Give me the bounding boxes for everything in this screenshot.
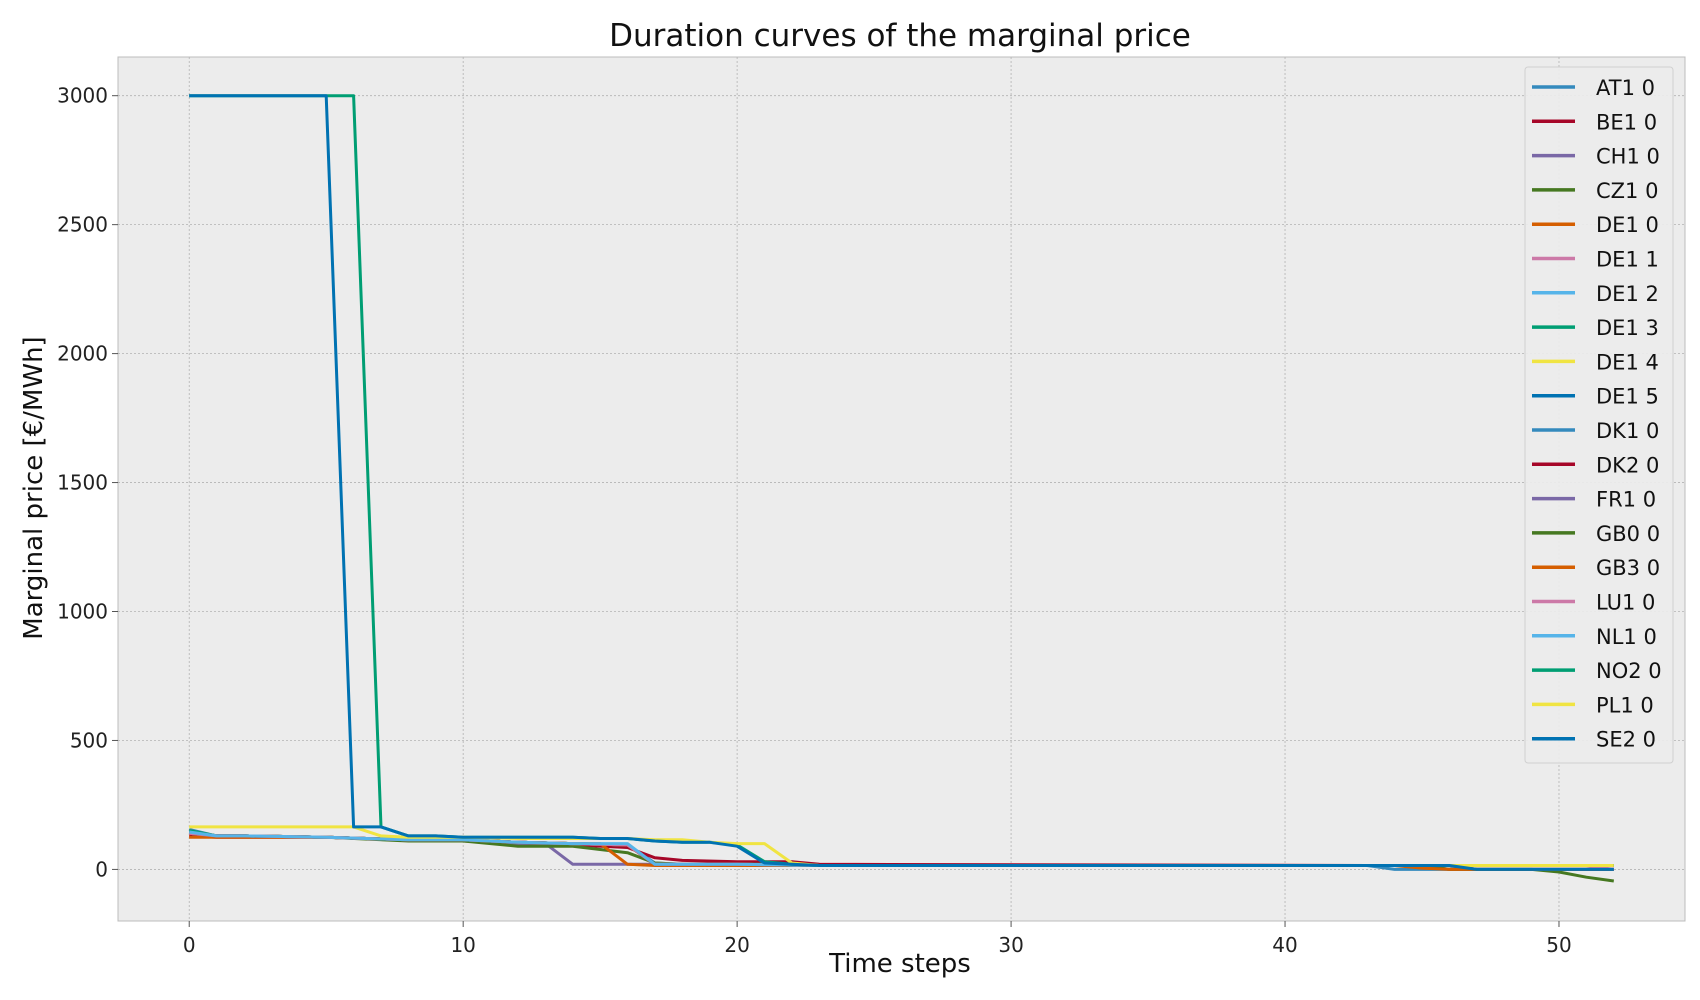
y-tick-label: 1000 [57,600,108,624]
legend-entry: PL1 0 [1596,693,1654,717]
legend-entry: BE1 0 [1596,110,1657,134]
y-axis-label: Marginal price [€/MWh] [19,336,49,639]
legend-entry: DE1 0 [1596,213,1659,237]
x-axis-label: Time steps [828,949,971,979]
y-tick-label: 0 [95,857,108,881]
x-tick-label: 50 [1546,933,1571,957]
legend-entry: DE1 5 [1596,385,1659,409]
legend: AT1 0 BE1 0 CH1 0 CZ1 0 DE1 0 DE1 1 DE1 2 DE1 3… [1524,66,1674,764]
x-tick-label: 10 [450,933,475,957]
legend-entry: DK1 0 [1596,419,1659,443]
legend-entry: DE1 1 [1596,248,1659,272]
y-axis: 0 500 1000 1500 2000 2500 3000 [57,84,118,881]
legend-entry: GB0 0 [1596,522,1660,546]
legend-entry: DK2 0 [1596,453,1659,477]
y-tick-label: 2500 [57,213,108,237]
legend-entry: DE1 4 [1596,350,1659,374]
x-tick-label: 20 [724,933,749,957]
legend-entry: FR1 0 [1596,488,1656,512]
y-tick-label: 500 [70,728,108,752]
x-tick-label: 40 [1272,933,1297,957]
legend-box [1524,66,1674,764]
y-tick-label: 3000 [57,84,108,108]
legend-entry: AT1 0 [1596,76,1655,100]
series-line-se2-0 [189,94,1614,871]
series-lines [188,94,1615,883]
y-tick-label: 1500 [57,471,108,495]
legend-entry: CH1 0 [1596,145,1660,169]
legend-entry: NL1 0 [1596,625,1657,649]
y-tick-label: 2000 [57,342,108,366]
x-tick-label: 30 [998,933,1023,957]
legend-entry: DE1 2 [1596,282,1659,306]
x-axis: 0 10 20 30 40 50 [183,921,1572,957]
chart-title: Duration curves of the marginal price [609,18,1191,54]
legend-entry: DE1 3 [1596,316,1659,340]
legend-entry: SE2 0 [1596,728,1656,752]
legend-entry: GB3 0 [1596,556,1660,580]
x-tick-label: 0 [183,933,196,957]
legend-entry: LU1 0 [1596,591,1655,615]
legend-entry: NO2 0 [1596,659,1662,683]
legend-entry: CZ1 0 [1596,179,1658,203]
